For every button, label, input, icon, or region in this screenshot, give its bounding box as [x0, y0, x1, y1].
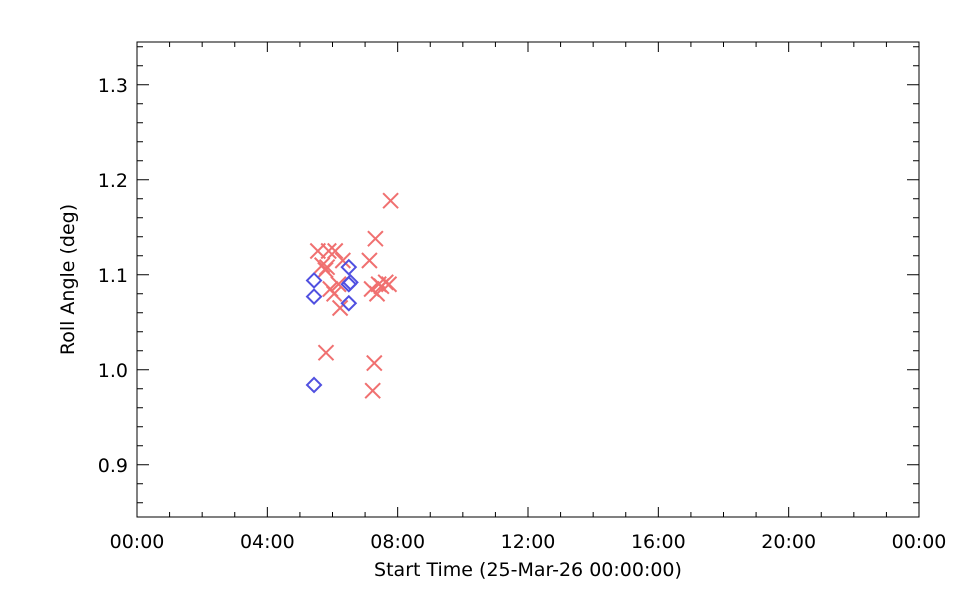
diamond-marker [340, 258, 358, 276]
y-tick-label: 1.2 [98, 170, 128, 192]
y-tick-label: 0.9 [98, 455, 128, 477]
y-axis-title: Roll Angle (deg) [57, 204, 79, 355]
x-marker [330, 276, 347, 293]
x-tick-label: 00:00 [892, 531, 947, 553]
diamond-marker [340, 294, 358, 312]
x-tick-label: 00:00 [110, 531, 165, 553]
diamond-marker [305, 272, 323, 289]
x-marker [325, 285, 343, 302]
x-axis-title: Start Time (25-Mar-26 00:00:00) [374, 559, 682, 581]
x-marker [382, 192, 399, 209]
diamond-marker [342, 273, 359, 291]
x-marker [331, 299, 349, 317]
x-marker [361, 252, 378, 269]
y-tick-label: 1.0 [98, 360, 128, 382]
x-marker [366, 354, 383, 372]
x-marker [318, 258, 336, 276]
diamond-marker [305, 288, 323, 306]
x-marker [320, 242, 337, 260]
y-tick-labels: 0.9 1.0 1.1 1.2 1.3 [98, 75, 128, 477]
plot-frame [136, 41, 920, 518]
x-marker [334, 252, 352, 269]
y-tick-label: 1.3 [98, 75, 128, 97]
x-tick-labels: 00:00 04:00 08:00 12:00 16:00 20:00 00:00 [110, 531, 947, 553]
y-tick-label: 1.1 [98, 265, 128, 287]
x-marker [313, 257, 331, 274]
data-markers [305, 192, 399, 399]
x-tick-label: 16:00 [631, 531, 686, 553]
x-marker [364, 382, 381, 399]
diamond-marker [305, 376, 323, 394]
x-marker [327, 242, 344, 260]
x-marker [317, 344, 335, 361]
x-tick-label: 12:00 [501, 531, 556, 553]
x-tick-label: 04:00 [240, 531, 295, 553]
x-marker [367, 230, 384, 247]
x-marker [380, 276, 398, 293]
x-tick-label: 20:00 [761, 531, 816, 553]
axis-ticks [136, 42, 920, 517]
x-tick-label: 08:00 [370, 531, 425, 553]
